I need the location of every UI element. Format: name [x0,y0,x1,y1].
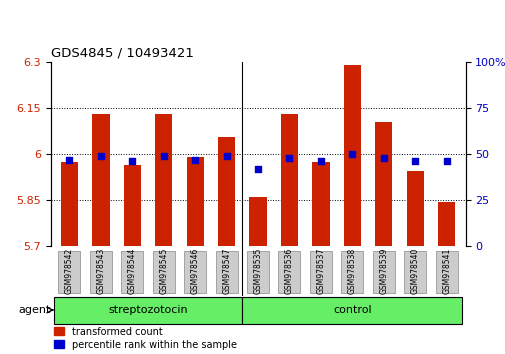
Bar [278,251,300,293]
Bar [249,197,266,246]
Bar [61,162,78,246]
Point [316,159,324,164]
Bar [246,251,269,293]
Text: streptozotocin: streptozotocin [108,305,187,315]
Bar [155,114,172,246]
Point [128,159,136,164]
Text: agent: agent [19,305,51,315]
Legend: transformed count, percentile rank within the sample: transformed count, percentile rank withi… [50,323,240,353]
Point [442,159,450,164]
Text: GSM978545: GSM978545 [159,247,168,294]
Point [347,151,356,157]
Bar [343,65,360,246]
Text: GSM978535: GSM978535 [253,247,262,294]
Bar [90,251,112,293]
Text: GSM978542: GSM978542 [65,248,74,294]
Point [411,159,419,164]
Bar [242,297,462,324]
Text: GSM978543: GSM978543 [96,247,105,294]
Point [285,155,293,160]
Bar [403,251,425,293]
Text: control: control [332,305,371,315]
Point [191,157,199,162]
Bar [406,171,423,246]
Bar [123,165,141,246]
Text: GSM978539: GSM978539 [379,247,387,294]
Bar [435,251,457,293]
Bar [184,251,206,293]
Bar [312,162,329,246]
Point [379,155,387,160]
Bar [54,297,242,324]
Bar [437,201,454,246]
Text: GSM978540: GSM978540 [410,247,419,294]
Text: GSM978536: GSM978536 [284,247,293,294]
Bar [92,114,109,246]
Bar [59,251,80,293]
Bar [280,114,297,246]
Point [160,153,168,159]
Text: GSM978546: GSM978546 [190,247,199,294]
Text: GSM978541: GSM978541 [441,248,450,294]
Bar [215,251,237,293]
Text: GSM978544: GSM978544 [128,247,136,294]
Bar [153,251,174,293]
Bar [309,251,331,293]
Bar [218,137,235,246]
Bar [121,251,143,293]
Bar [374,122,392,246]
Point [96,153,105,159]
Point [254,166,262,172]
Text: GDS4845 / 10493421: GDS4845 / 10493421 [50,46,193,59]
Text: GSM978537: GSM978537 [316,247,325,294]
Text: GSM978547: GSM978547 [222,247,231,294]
Bar [186,157,204,246]
Bar [341,251,363,293]
Point [222,153,230,159]
Bar [372,251,394,293]
Point [65,157,73,162]
Text: GSM978538: GSM978538 [347,248,356,294]
